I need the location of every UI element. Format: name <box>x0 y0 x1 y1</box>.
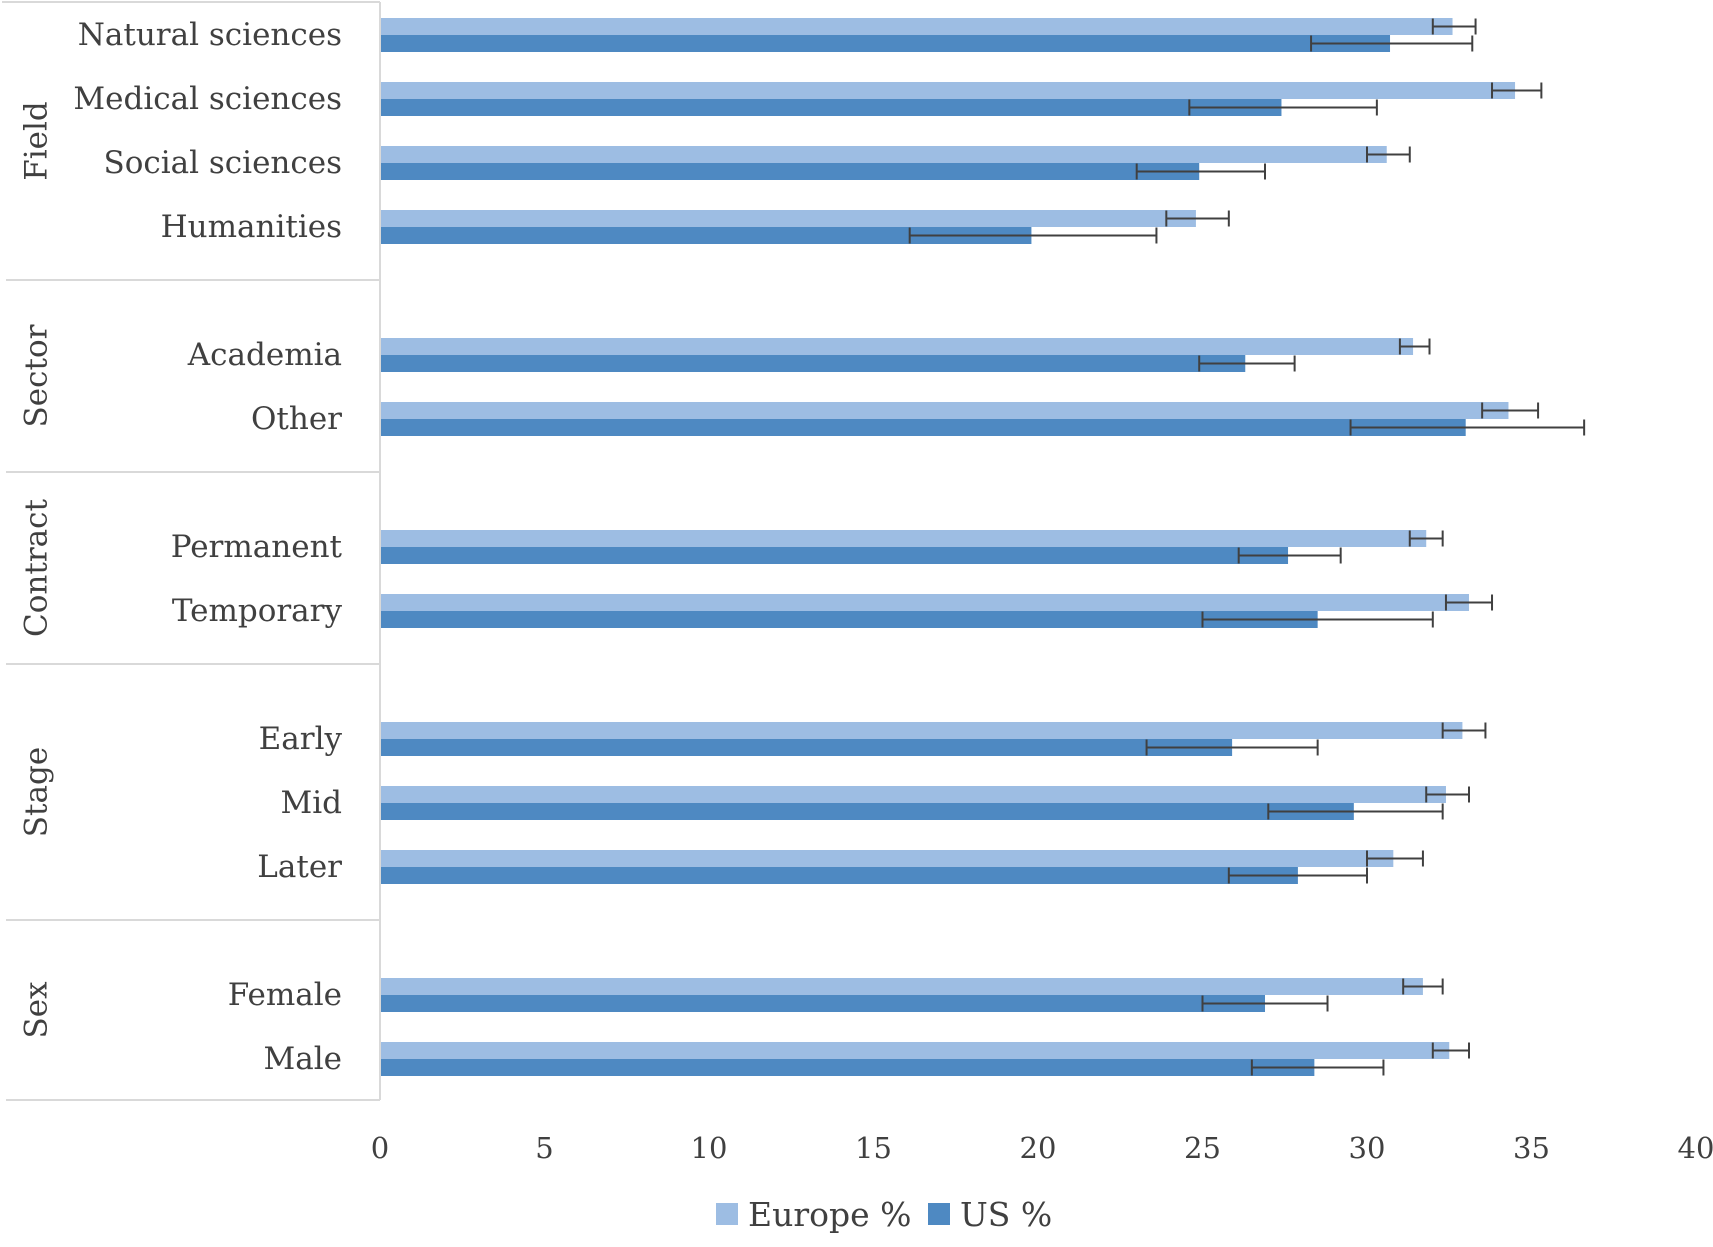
bar-europe-natural-sciences <box>380 18 1453 35</box>
bar-us-early <box>380 739 1233 756</box>
category-label-medical-sciences: Medical sciences <box>73 81 342 117</box>
bar-europe-other <box>380 402 1509 419</box>
x-tick-label: 20 <box>1020 1131 1057 1165</box>
x-tick-label: 0 <box>371 1131 389 1165</box>
bar-europe-male <box>380 1042 1450 1059</box>
category-label-permanent: Permanent <box>171 529 343 565</box>
group-label-contract: Contract <box>19 499 55 637</box>
error-bar-us-other <box>1349 419 1586 436</box>
error-bar-us-natural-sciences <box>1310 35 1474 52</box>
error-bar-europe-medical-sciences <box>1491 82 1543 99</box>
group-label-sector: Sector <box>19 324 55 427</box>
category-label-mid: Mid <box>280 785 342 821</box>
legend: Europe % US % <box>716 1195 1052 1234</box>
bar-us-other <box>380 419 1466 436</box>
x-axis: 0 5 10 15 20 25 30 35 40 <box>371 2 1713 1165</box>
category-label-female: Female <box>228 977 342 1013</box>
legend-swatch-europe <box>716 1203 738 1225</box>
bar-europe-early <box>380 722 1463 739</box>
error-bar-europe-permanent <box>1408 530 1444 547</box>
bar-us-temporary <box>380 611 1318 628</box>
bar-us-humanities <box>380 227 1032 244</box>
bar-europe-academia <box>380 338 1414 355</box>
bar-us-female <box>380 995 1266 1012</box>
bars-layer <box>380 18 1516 1076</box>
bar-us-male <box>380 1059 1315 1076</box>
category-label-academia: Academia <box>187 337 342 373</box>
error-bar-europe-temporary <box>1444 594 1494 611</box>
error-bar-us-female <box>1201 995 1329 1012</box>
category-label-social-sciences: Social sciences <box>103 145 342 181</box>
error-bar-us-male <box>1250 1059 1385 1076</box>
bar-europe-humanities <box>380 210 1196 227</box>
error-bar-europe-social-sciences <box>1366 146 1411 163</box>
category-label-early: Early <box>259 721 343 757</box>
error-bar-us-medical-sciences <box>1188 99 1378 116</box>
error-bar-us-academia <box>1198 355 1296 372</box>
group-labels: Field Sector Contract Stage Sex <box>2 1 380 1101</box>
x-tick-label: 10 <box>691 1131 728 1165</box>
bar-europe-female <box>380 978 1423 995</box>
error-bar-europe-other <box>1481 402 1540 419</box>
error-bar-us-humanities <box>908 227 1158 244</box>
error-bar-us-temporary <box>1201 611 1434 628</box>
x-tick-label: 15 <box>855 1131 892 1165</box>
bar-us-natural-sciences <box>380 35 1391 52</box>
category-labels: Natural sciences Medical sciences Social s… <box>73 17 342 1077</box>
bar-europe-medical-sciences <box>380 82 1516 99</box>
legend-swatch-us <box>928 1203 950 1225</box>
error-bar-europe-early <box>1441 722 1487 739</box>
legend-label-us: US % <box>960 1195 1052 1234</box>
bar-us-permanent <box>380 547 1289 564</box>
bar-europe-temporary <box>380 594 1469 611</box>
x-tick-label: 25 <box>1184 1131 1221 1165</box>
error-bar-us-permanent <box>1237 547 1342 564</box>
error-bar-europe-mid <box>1425 786 1470 803</box>
error-bar-us-social-sciences <box>1135 163 1267 180</box>
category-label-other: Other <box>251 401 342 437</box>
error-bar-europe-humanities <box>1165 210 1230 227</box>
error-bar-us-mid <box>1267 803 1444 820</box>
error-bar-europe-later <box>1366 850 1424 867</box>
group-label-field: Field <box>19 101 55 181</box>
bar-europe-social-sciences <box>380 146 1387 163</box>
category-label-humanities: Humanities <box>161 209 342 245</box>
error-bars-layer <box>908 18 1586 1076</box>
legend-label-europe: Europe % <box>748 1195 912 1234</box>
bar-europe-mid <box>380 786 1446 803</box>
category-label-temporary: Temporary <box>172 593 343 629</box>
bar-europe-later <box>380 850 1394 867</box>
bar-us-medical-sciences <box>380 99 1282 116</box>
bar-us-academia <box>380 355 1246 372</box>
x-tick-label: 40 <box>1678 1131 1713 1165</box>
bar-europe-permanent <box>380 530 1427 547</box>
x-tick-label: 35 <box>1513 1131 1550 1165</box>
bar-us-social-sciences <box>380 163 1200 180</box>
category-label-later: Later <box>257 849 342 885</box>
error-bar-europe-academia <box>1398 338 1431 355</box>
error-bar-europe-natural-sciences <box>1431 18 1477 35</box>
error-bar-us-later <box>1227 867 1368 884</box>
error-bar-us-early <box>1145 739 1319 756</box>
category-label-natural-sciences: Natural sciences <box>78 17 342 53</box>
x-tick-label: 5 <box>535 1131 553 1165</box>
error-bar-europe-female <box>1402 978 1444 995</box>
x-tick-label: 30 <box>1349 1131 1386 1165</box>
bar-us-later <box>380 867 1298 884</box>
group-label-stage: Stage <box>19 747 55 837</box>
category-label-male: Male <box>264 1041 342 1077</box>
bar-us-mid <box>380 803 1354 820</box>
group-label-sex: Sex <box>19 981 55 1039</box>
error-bar-europe-male <box>1431 1042 1470 1059</box>
